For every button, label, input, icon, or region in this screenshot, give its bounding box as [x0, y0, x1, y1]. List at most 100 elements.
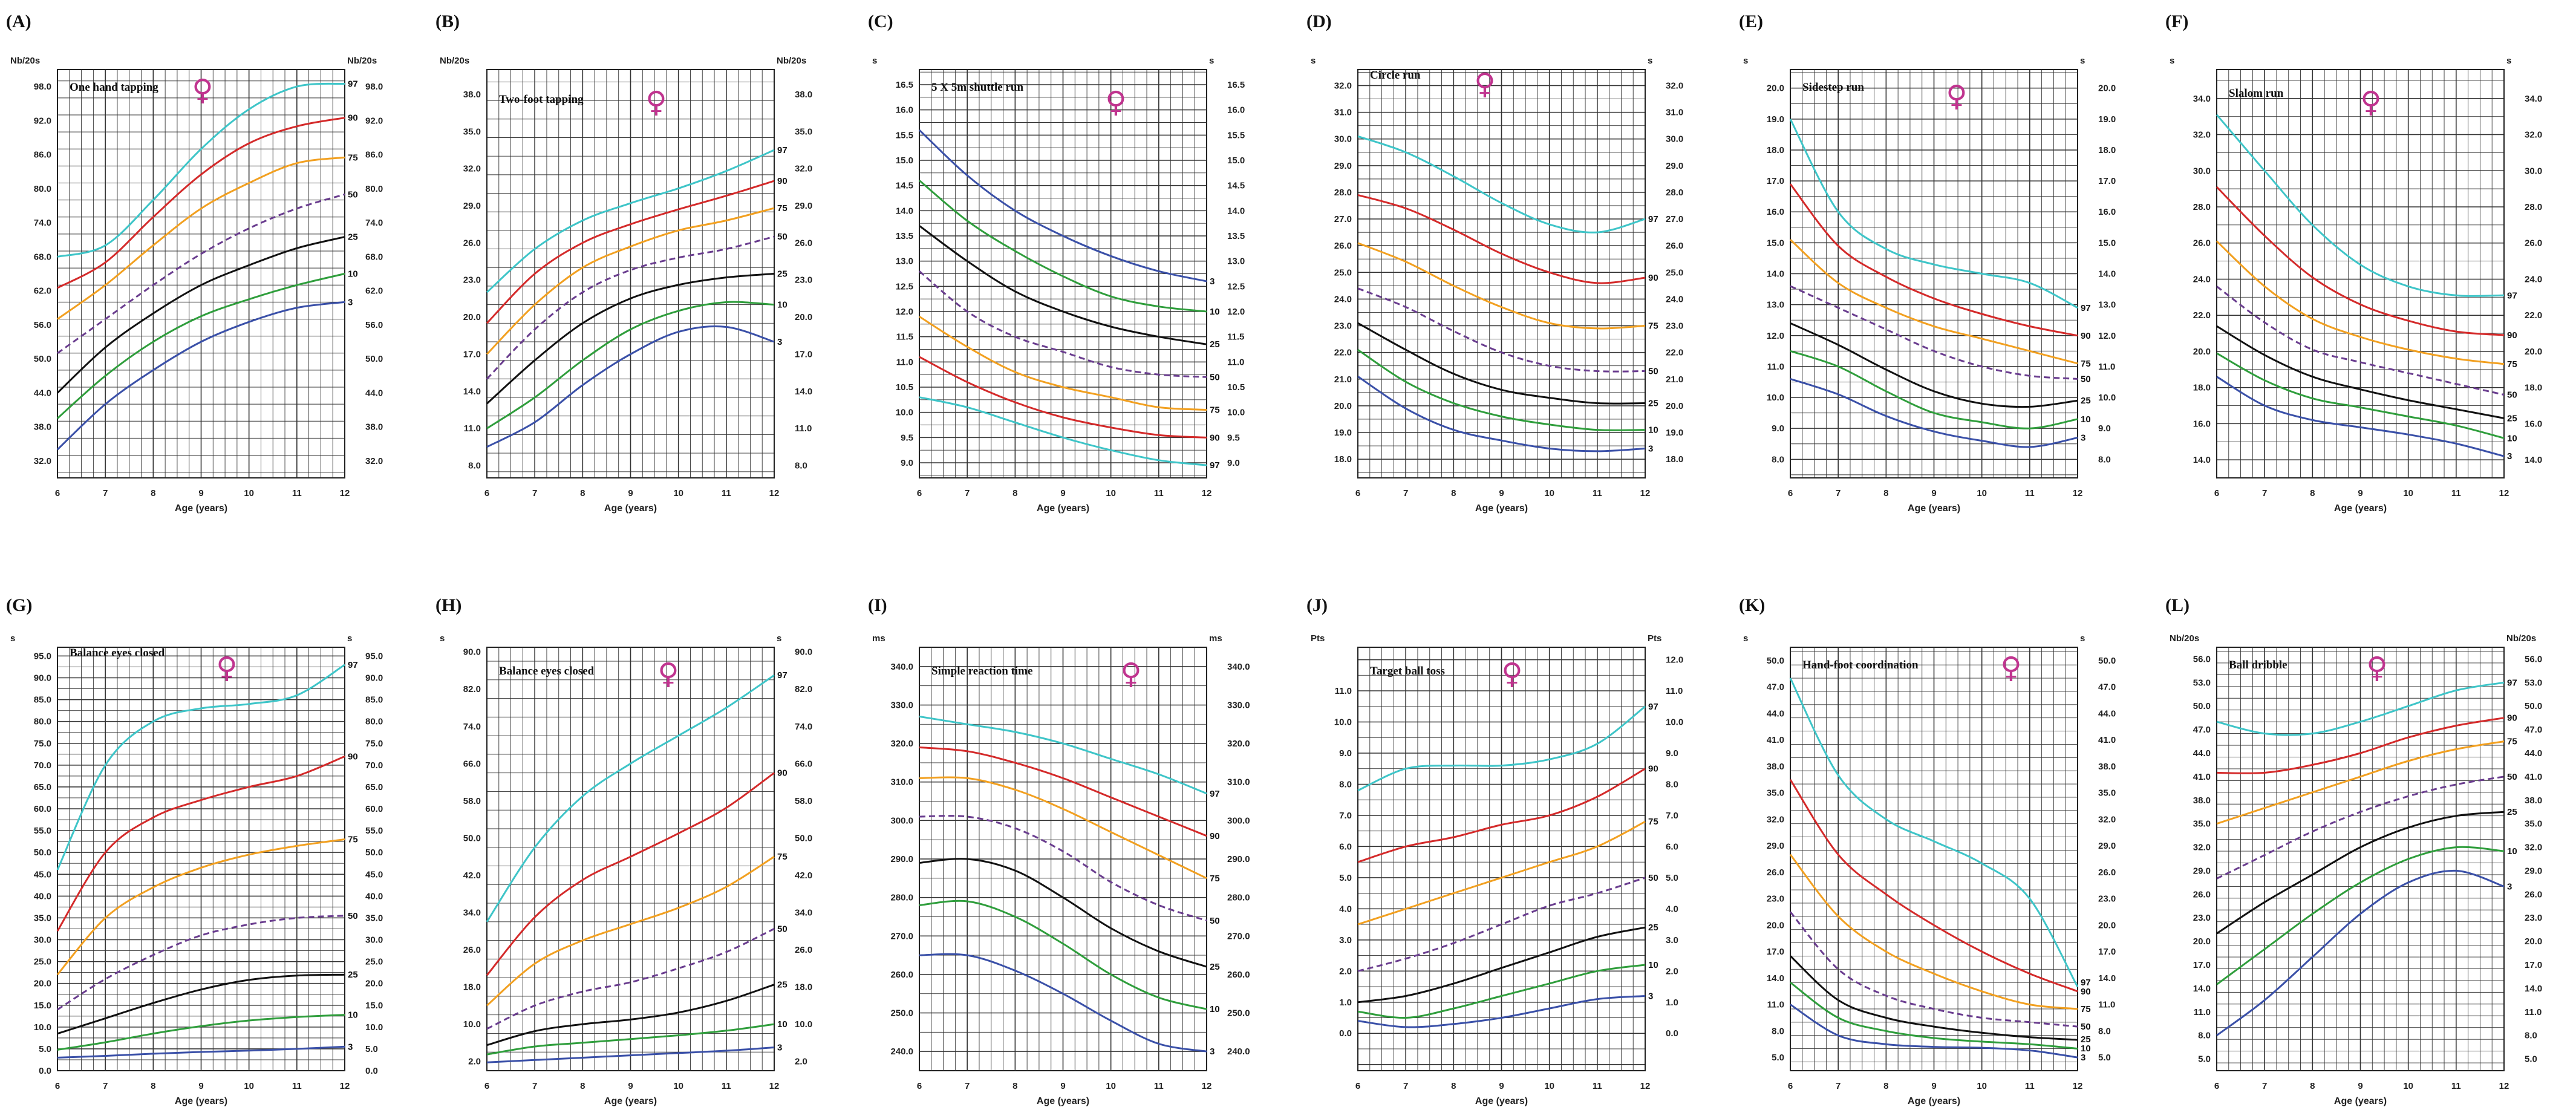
chart-e-line-p10 — [1790, 350, 2078, 429]
chart-j-ytick-right: 2.0 — [1666, 966, 1678, 976]
chart-d-ytick-right: 29.0 — [1666, 161, 1683, 171]
chart-b-ytick-right: 17.0 — [795, 349, 812, 359]
chart-g-ytick-left: 25.0 — [34, 957, 51, 967]
chart-g-label-p10: 10 — [348, 1010, 358, 1020]
chart-k-ytick-right: 29.0 — [2098, 841, 2116, 851]
chart-k-label-p3: 3 — [2081, 1053, 2085, 1063]
chart-f-label-p90: 90 — [2507, 330, 2517, 341]
chart-k-ytick-left: 35.0 — [1767, 788, 1784, 798]
chart-c-ytick-right: 14.0 — [1227, 206, 1245, 216]
chart-k-line-p25 — [1789, 955, 2078, 1041]
chart-h-xtick: 11 — [722, 1081, 731, 1091]
chart-l-ytick-right: 26.0 — [2525, 889, 2542, 900]
chart-l-xtick: 10 — [2403, 1081, 2413, 1091]
chart-c-ytick-left: 16.0 — [896, 105, 913, 116]
chart-i-line-p3 — [919, 953, 1207, 1053]
chart-k-line-p3 — [1790, 1004, 2078, 1059]
chart-g-label-p75: 75 — [348, 835, 358, 845]
chart-l-ytick-right: 20.0 — [2525, 936, 2542, 947]
chart-b-label-p75: 75 — [777, 203, 787, 214]
chart-g-title: Balance eyes closed — [70, 647, 165, 659]
chart-i-ytick-left: 310.0 — [890, 777, 913, 788]
chart-a-ytick-left: 86.0 — [34, 150, 51, 160]
chart-d-ytick-left: 21.0 — [1334, 374, 1352, 385]
chart-b-unit-left: Nb/20s — [440, 56, 469, 66]
chart-i-line-p50 — [919, 815, 1207, 922]
chart-k-label-p25: 25 — [2081, 1034, 2091, 1045]
chart-d-label-p75: 75 — [1648, 321, 1658, 331]
chart-b-line-p90 — [486, 180, 775, 324]
chart-b-line-p75 — [486, 207, 775, 355]
chart-e-line-p25 — [1790, 322, 2078, 408]
chart-j-ytick-left: 8.0 — [1339, 779, 1352, 789]
chart-h-label-p97: 97 — [777, 670, 787, 681]
chart-f-ytick-right: 26.0 — [2525, 238, 2542, 249]
chart-j-xlabel: Age (years) — [1475, 1096, 1528, 1106]
chart-e-ytick-left: 13.0 — [1767, 300, 1784, 310]
chart-a-xtick: 9 — [198, 488, 203, 498]
chart-j-xtick: 8 — [1451, 1081, 1456, 1091]
chart-g-ytick-right: 30.0 — [365, 935, 383, 945]
chart-a-xtick: 6 — [55, 488, 60, 498]
chart-a-ytick-right: 74.0 — [365, 218, 383, 228]
chart-l-ytick-left: 35.0 — [2193, 819, 2211, 829]
chart-k-label-p10: 10 — [2081, 1043, 2091, 1054]
chart-k-unit-right: s — [2080, 633, 2085, 644]
chart-e-label-p10: 10 — [2081, 414, 2091, 425]
chart-k-ytick-right: 5.0 — [2098, 1053, 2111, 1063]
chart-i-ytick-right: 240.0 — [1227, 1047, 1250, 1057]
chart-g-label-p97: 97 — [348, 660, 358, 670]
chart-f-ytick-left: 22.0 — [2193, 310, 2211, 321]
chart-l-ytick-right: 38.0 — [2525, 795, 2542, 806]
chart-g-ytick-right: 90.0 — [365, 673, 383, 684]
chart-j-ytick-right: 3.0 — [1666, 935, 1678, 945]
chart-d-panel-letter: (D) — [1306, 11, 1332, 31]
chart-c-line-p97 — [919, 396, 1207, 466]
chart-i-xlabel: Age (years) — [1037, 1096, 1089, 1106]
chart-c-ytick-right: 13.5 — [1227, 231, 1245, 241]
chart-e-unit-right: s — [2080, 56, 2085, 66]
chart-k-panel-letter: (K) — [1739, 595, 1765, 615]
chart-g-xtick: 6 — [55, 1081, 60, 1091]
chart-l-ytick-left: 41.0 — [2193, 772, 2211, 782]
chart-d-ytick-right: 19.0 — [1666, 428, 1683, 438]
chart-d-label-p90: 90 — [1648, 273, 1658, 283]
chart-b-ytick-left: 26.0 — [463, 238, 481, 248]
chart-l-label-p50: 50 — [2507, 772, 2517, 782]
chart-f-ytick-left: 30.0 — [2193, 166, 2211, 176]
chart-h-ytick-left: 66.0 — [463, 759, 481, 769]
chart-e-ytick-left: 19.0 — [1767, 114, 1784, 125]
chart-b-ytick-right: 8.0 — [795, 461, 807, 471]
chart-b-label-p90: 90 — [777, 176, 787, 186]
chart-b-line-p3 — [486, 325, 775, 448]
chart-e-label-p75: 75 — [2081, 359, 2091, 369]
chart-j-ytick-left: 11.0 — [1335, 686, 1352, 696]
chart-f-ytick-right: 30.0 — [2525, 166, 2542, 176]
chart-l-ytick-left: 47.0 — [2193, 725, 2211, 735]
chart-l-ytick-right: 47.0 — [2525, 725, 2542, 735]
chart-j-unit-right: Pts — [1648, 633, 1661, 644]
chart-l-ytick-right: 23.0 — [2525, 913, 2542, 923]
chart-f-label-p25: 25 — [2507, 413, 2517, 423]
chart-f-title: Slalom run — [2229, 87, 2284, 100]
chart-b-ytick-right: 35.0 — [795, 126, 812, 137]
chart-a-ytick-right: 56.0 — [365, 320, 383, 330]
chart-l-ytick-right: 11.0 — [2525, 1007, 2542, 1017]
chart-l-ytick-left: 14.0 — [2193, 984, 2211, 994]
chart-k-female-icon: ♀ — [2000, 651, 2021, 685]
chart-e-ytick-right: 16.0 — [2098, 207, 2116, 217]
chart-a-ytick-left: 32.0 — [34, 456, 51, 466]
chart-h-ytick-left: 42.0 — [463, 870, 481, 881]
chart-g-ytick-left: 55.0 — [34, 826, 51, 836]
chart-i-ytick-right: 250.0 — [1227, 1008, 1250, 1019]
chart-g-ytick-left: 70.0 — [34, 760, 51, 771]
chart-b-title: Two-foot tapping — [499, 93, 584, 106]
chart-c-ytick-right: 16.5 — [1227, 80, 1245, 90]
chart-h-ytick-right: 82.0 — [795, 684, 812, 694]
chart-d-line-p10 — [1357, 348, 1646, 431]
chart-e-ytick-left: 10.0 — [1767, 393, 1784, 403]
chart-i-ytick-left: 270.0 — [890, 931, 913, 941]
chart-a-ytick-right: 32.0 — [365, 456, 383, 466]
chart-d-ytick-left: 22.0 — [1334, 348, 1352, 358]
chart-i-ytick-left: 320.0 — [890, 739, 913, 749]
